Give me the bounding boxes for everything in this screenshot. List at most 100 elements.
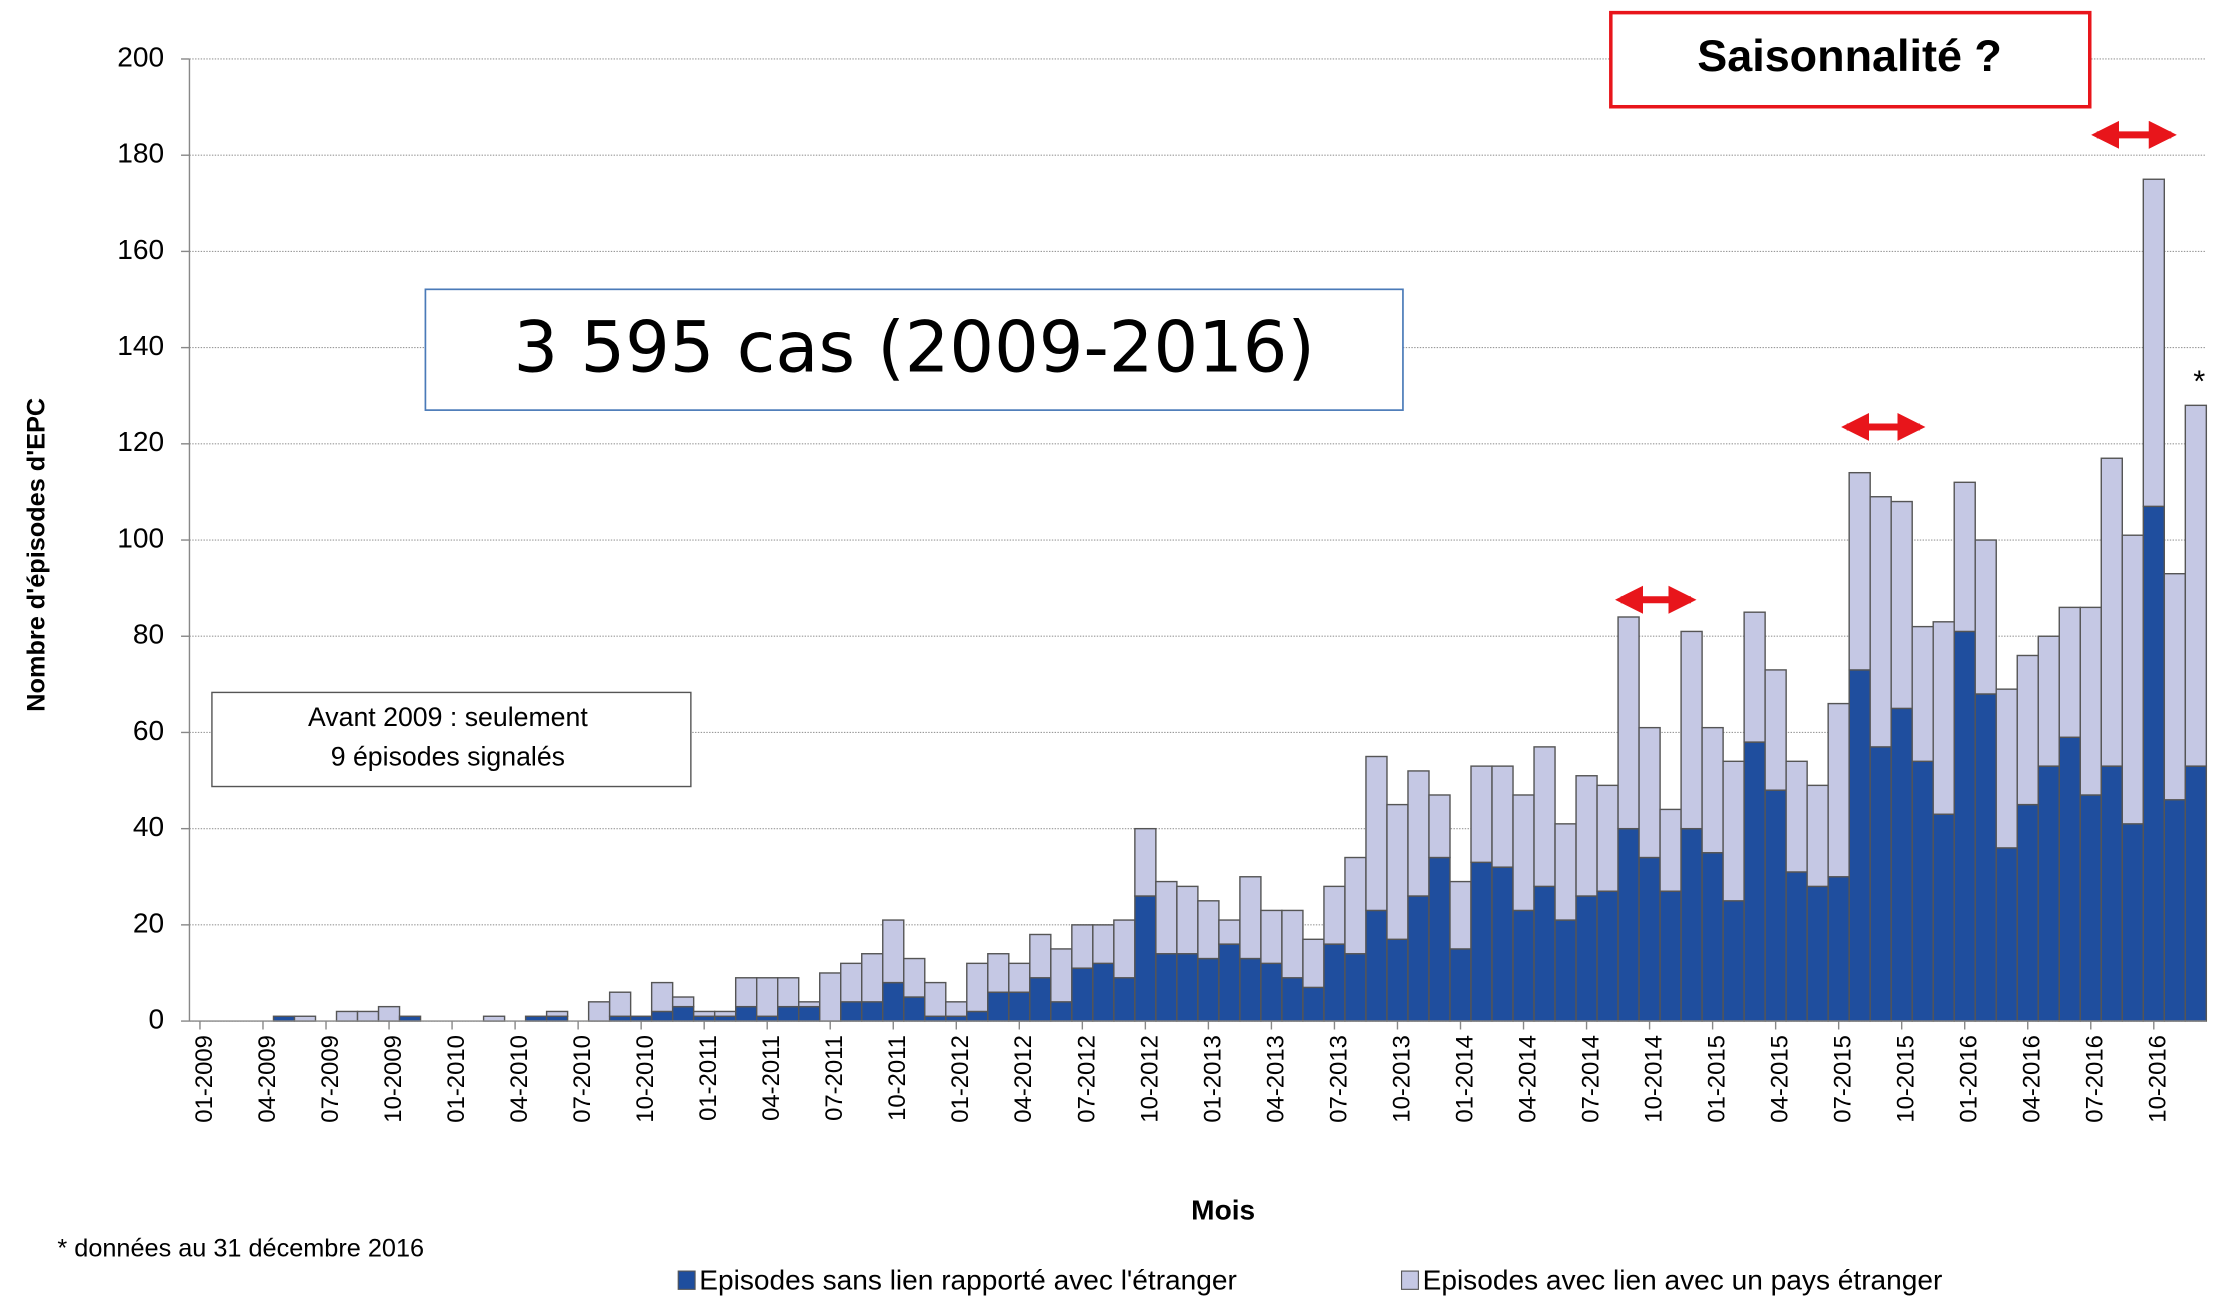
x-tick-label: 07-2014 (1577, 1035, 1604, 1123)
bar-segment (1764, 669, 1787, 791)
y-tick-label: 40 (133, 811, 164, 842)
bar-segment (671, 1005, 695, 1022)
bar-segment (1491, 866, 1514, 1022)
y-tick-label: 20 (133, 907, 164, 938)
bar-segment (1638, 856, 1661, 1022)
x-tick-label: 01-2013 (1199, 1035, 1226, 1123)
bar-segment (882, 919, 905, 984)
bar-segment (1617, 616, 1640, 830)
bar-segment (924, 981, 947, 1017)
y-tick-label: 120 (117, 426, 164, 457)
bar-segment (1008, 991, 1031, 1022)
star-note: * (2193, 364, 2205, 399)
bar-segment (482, 1015, 506, 1022)
bar-segment (545, 1015, 569, 1022)
bar-segment (1050, 948, 1073, 1003)
x-tick-label: 07-2013 (1325, 1035, 1352, 1123)
bar-segment (1974, 693, 1997, 1022)
bar-segment (1596, 890, 1619, 1022)
x-tick-label: 10-2015 (1893, 1035, 1920, 1123)
bar-segment (1302, 938, 1325, 989)
bar-segment (377, 1005, 401, 1022)
x-tick-label: 10-2009 (380, 1035, 407, 1123)
bar-segment (1638, 726, 1661, 859)
footnote: * données au 31 décembre 2016 (57, 1235, 424, 1263)
bar-segment (1323, 885, 1346, 945)
bar-segment (1806, 784, 1829, 888)
bar-segment (2121, 823, 2144, 1022)
bar-segment (1806, 885, 1829, 1022)
bar-segment (1722, 760, 1745, 902)
y-tick-label: 100 (117, 522, 164, 553)
total-text: 3 595 cas (2009-2016) (513, 307, 1314, 389)
bar-segment (840, 962, 863, 1003)
bar-segment (1680, 827, 1703, 1022)
bar-segment (1533, 746, 1556, 888)
bar-segment (1029, 977, 1052, 1022)
bar-segment (1365, 909, 1388, 1022)
bar-segment (1995, 847, 2018, 1022)
y-tick-label: 0 (149, 1003, 165, 1034)
bar-segment (903, 957, 926, 998)
bar-segment (1176, 953, 1199, 1022)
x-tick-label: 04-2012 (1010, 1035, 1037, 1123)
bar-segment (755, 1015, 779, 1022)
x-tick-label: 10-2016 (2145, 1035, 2172, 1123)
x-tick-label: 01-2011 (695, 1035, 722, 1121)
x-tick-label: 04-2015 (1767, 1035, 1794, 1123)
bar-segment (1953, 630, 1976, 1022)
bar-segment (734, 977, 758, 1008)
bar-segment (1092, 962, 1115, 1022)
bar-segment (1932, 813, 1955, 1022)
bar-segment (1554, 823, 1577, 921)
bar-segment (1365, 755, 1388, 912)
bar-segment (713, 1015, 737, 1022)
bar-segment (1281, 977, 1304, 1022)
bar-segment (692, 1015, 716, 1022)
bar-segment (1323, 943, 1346, 1022)
bar-segment (1407, 895, 1430, 1022)
bar-segment (2163, 573, 2187, 801)
bar-segment (1155, 953, 1178, 1022)
bar-segment (1260, 962, 1283, 1022)
bar-segment (966, 1010, 989, 1022)
x-tick-label: 07-2011 (821, 1035, 848, 1121)
x-tick-label: 01-2010 (443, 1035, 470, 1123)
bar-segment (1197, 900, 1220, 960)
bar-segment (671, 996, 695, 1008)
bar-segment (2016, 654, 2039, 806)
bar-segment (2184, 765, 2208, 1022)
bar-segment (1596, 784, 1619, 892)
bar-segment (1974, 539, 1997, 695)
bar-segment (1407, 770, 1430, 897)
bar-segment (1512, 909, 1535, 1022)
bar-segment (987, 953, 1010, 993)
x-tick-label: 01-2015 (1704, 1035, 1731, 1123)
bar-segment (1071, 967, 1094, 1022)
x-tick-label: 07-2015 (1830, 1035, 1857, 1123)
bar-segment (1659, 808, 1682, 892)
bar-segment (1449, 880, 1472, 950)
bar-segment (1533, 885, 1556, 1022)
bar-segment (650, 981, 674, 1013)
bar-segment (1239, 876, 1262, 960)
bar-segment (1176, 885, 1199, 955)
bar-segment (608, 1015, 632, 1022)
bar-segment (1764, 789, 1787, 1022)
bar-segment (1239, 957, 1262, 1022)
bar-segment (1344, 856, 1367, 955)
bar-segment (1617, 827, 1640, 1022)
bar-segment (903, 996, 926, 1022)
y-tick-label: 140 (117, 330, 164, 361)
bar-segment (1722, 900, 1745, 1022)
bar-segment (2016, 803, 2039, 1022)
x-tick-label: 07-2010 (569, 1035, 596, 1123)
bar-segment (987, 991, 1010, 1022)
bar-segment (2037, 765, 2060, 1022)
x-tick-label: 01-2014 (1451, 1035, 1478, 1123)
bar-segment (1953, 481, 1976, 633)
x-tick-label: 01-2016 (1956, 1035, 1983, 1123)
bar-segment (734, 1005, 758, 1022)
bar-segment (1218, 919, 1241, 945)
